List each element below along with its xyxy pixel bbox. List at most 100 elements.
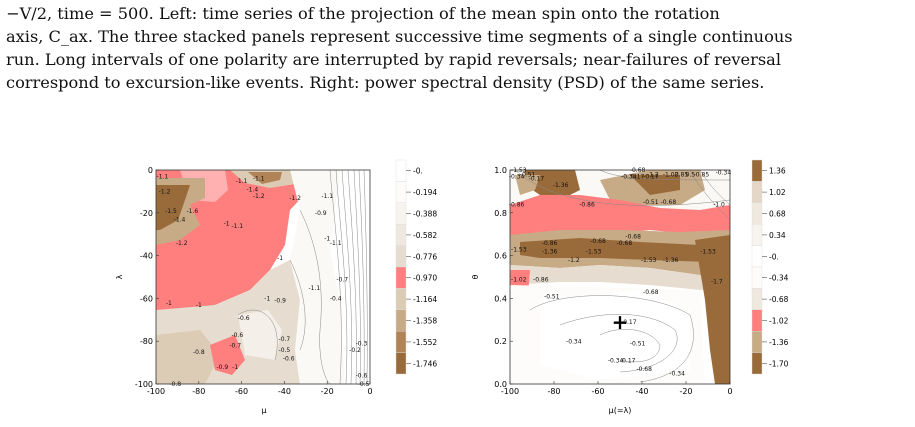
figure-caption: −V/2, time = 500. Left: time series of t… xyxy=(6,2,911,94)
right-contour-label: -1.0 xyxy=(713,201,725,208)
left-legend-swatch xyxy=(395,245,407,268)
left-legend-label: -0. xyxy=(413,167,423,176)
left-legend-swatch xyxy=(395,202,407,225)
left-contour-label: -0.8 xyxy=(193,349,205,356)
caption-line-3: run. Long intervals of one polarity are … xyxy=(6,50,782,69)
left-contour-label: -1.1 xyxy=(236,178,248,185)
right-contour-label: -1.53 xyxy=(586,248,602,255)
left-legend-swatch xyxy=(395,266,407,289)
right-contour-label: -1.53 xyxy=(700,248,716,255)
right-legend-swatch xyxy=(751,309,763,332)
left-contour-label: -0.8 xyxy=(169,381,181,388)
right-contour-label: -0.68 xyxy=(590,238,606,245)
left-contour-label: -0.9 xyxy=(315,210,327,217)
left-legend-label: -0.776 xyxy=(413,252,437,261)
right-y-tick-label: 0.0 xyxy=(494,380,507,389)
right-legend-label: 1.02 xyxy=(769,188,786,197)
left-contour-panel: -100 -80 -60 -40 -20 0 0 -20 -40 -60 -80 -100 -1.1… xyxy=(115,159,437,415)
right-y-tick-label: 0.2 xyxy=(494,337,507,346)
right-legend-swatch xyxy=(751,266,763,289)
right-contour-label: -0.51 xyxy=(520,171,536,178)
left-contour-label: -1.1 xyxy=(309,285,321,292)
right-legend-label: -1.70 xyxy=(769,359,789,368)
left-legend-swatch xyxy=(395,330,407,353)
left-contour-labels: -1.1-1.1 -1.1-1.2 -1.4-1.2 -1.2 -1.1-1.5 -1.6… xyxy=(157,174,370,389)
right-legend-swatch xyxy=(751,223,763,246)
right-contour-fill xyxy=(510,170,730,384)
left-region-white xyxy=(330,170,370,384)
right-y-tick-label: 0.6 xyxy=(494,252,507,261)
left-contour-lines xyxy=(237,170,368,384)
right-contour-label: -0.51 xyxy=(544,293,560,300)
right-region-white-center xyxy=(540,290,690,380)
right-contour-label: -0.34 xyxy=(621,174,637,181)
left-y-tick-label: -20 xyxy=(140,209,153,218)
left-x-tick-label: -60 xyxy=(235,387,248,396)
left-contour-label: -1 xyxy=(277,255,283,262)
right-contour-label: -0.86 xyxy=(533,276,549,283)
right-x-tick-label: -100 xyxy=(501,387,519,396)
left-x-tick-label: -80 xyxy=(192,387,205,396)
right-legend-label: -1.36 xyxy=(769,338,789,347)
right-contour-label: -1.2 xyxy=(647,171,659,178)
left-contour-label: -0.9 xyxy=(216,364,228,371)
right-contour-label: 0.17 xyxy=(622,358,636,365)
right-legend-swatch xyxy=(751,288,763,310)
left-legend-swatch xyxy=(395,181,407,203)
right-contour-lines xyxy=(514,170,730,383)
right-region-brown-band xyxy=(520,238,720,262)
right-x-tick-label: -20 xyxy=(679,387,692,396)
right-contour-label: -0.86 xyxy=(509,201,525,208)
left-contour-label: -1.2 xyxy=(289,195,301,202)
left-contour-label: -1 xyxy=(324,236,330,243)
left-y-tick-label: -100 xyxy=(135,380,153,389)
left-x-tick-label: -20 xyxy=(321,387,334,396)
left-contour-label: -0.6 xyxy=(283,355,295,362)
right-x-tick-label: -60 xyxy=(591,387,604,396)
left-legend-swatch xyxy=(395,159,407,182)
right-region-brown-right xyxy=(695,235,730,384)
right-contour-label: -0.68 xyxy=(617,240,633,247)
left-y-tick-label: 0 xyxy=(148,166,153,175)
right-contour-label: -1.2 xyxy=(568,257,580,264)
plus-marker: + xyxy=(612,310,629,334)
right-legend-label: -0. xyxy=(769,252,779,261)
right-contour-label: -0.68 xyxy=(625,233,641,240)
right-contour-label: -0.86 xyxy=(542,240,558,247)
figure-svg: -100 -80 -60 -40 -20 0 0 -20 -40 -60 -80 -100 -1.1… xyxy=(115,159,789,415)
figure: -100 -80 -60 -40 -20 0 0 -20 -40 -60 -80 -100 -1.1… xyxy=(0,150,915,423)
right-contour-label: -1.36 xyxy=(663,257,679,264)
left-y-tick-label: -60 xyxy=(140,294,153,303)
right-contour-label: -0.51 xyxy=(643,199,659,206)
left-contour-label: -1.6 xyxy=(187,208,199,215)
right-contour-label: -0.17 xyxy=(643,174,659,181)
left-contour-label: -0.6 xyxy=(231,332,243,339)
left-legend-swatch xyxy=(395,288,407,310)
left-contour-label: -1.1 xyxy=(157,174,169,181)
right-legend-label: -1.02 xyxy=(769,317,789,326)
left-y-tick-label: -80 xyxy=(140,337,153,346)
left-contour-label: -1 xyxy=(166,300,172,307)
right-y-tick-label: 0.4 xyxy=(494,294,507,303)
left-contour-label: -0.6 xyxy=(356,373,368,380)
right-contour-label: -0.17 xyxy=(621,319,637,326)
right-region-beige-band xyxy=(510,265,730,290)
left-contour-label: -0.7 xyxy=(336,276,348,283)
left-region-brown-2 xyxy=(156,185,190,230)
left-contour-label: -1.5 xyxy=(165,208,177,215)
right-x-tick-label: 0 xyxy=(727,387,732,396)
left-contour-label: -0.4 xyxy=(330,296,342,303)
left-x-tick-label: -100 xyxy=(147,387,165,396)
right-x-tick-label: -80 xyxy=(547,387,560,396)
left-contour-label: -1 xyxy=(196,302,202,309)
right-contour-label: -1.02 xyxy=(663,171,679,178)
left-contour-label: -1 xyxy=(224,221,230,228)
left-x-axis: -100 -80 -60 -40 -20 0 xyxy=(147,381,373,396)
right-contour-label: 0.17 xyxy=(631,174,645,181)
left-contour-label: -1.1 xyxy=(321,193,333,200)
right-contour-label: -0.68 xyxy=(636,366,652,373)
left-legend-swatch xyxy=(395,223,407,246)
right-y-axis: 1.0 0.8 0.6 0.4 0.2 0.0 xyxy=(494,166,513,389)
right-legend-swatch xyxy=(751,181,763,203)
right-y-tick-label: 0.8 xyxy=(494,209,507,218)
